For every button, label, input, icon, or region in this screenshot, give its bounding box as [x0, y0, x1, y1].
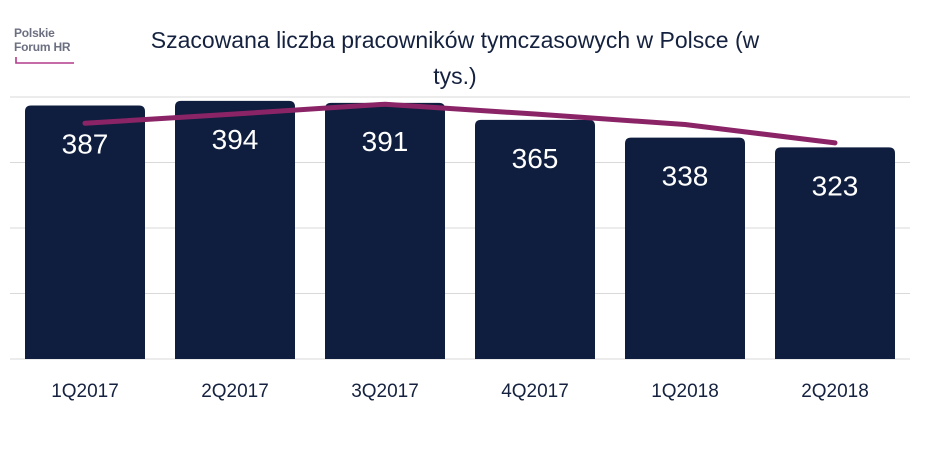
trend-line-path	[82, 101, 838, 146]
x-tick-4Q2017: 4Q2017	[501, 381, 569, 402]
logo-underline-icon	[15, 57, 74, 64]
chart-title: Szacowana liczba pracowników tymczasowyc…	[150, 27, 760, 89]
data-label-1Q2018: 338	[662, 161, 709, 192]
trend-line	[82, 101, 838, 146]
x-tick-1Q2017: 1Q2017	[51, 381, 119, 402]
data-label-2Q2018: 323	[812, 170, 859, 201]
polskie-forum-hr-logo: Polskie Forum HR	[14, 26, 84, 66]
bar-1Q2018	[625, 137, 745, 359]
bar-2Q2018	[775, 147, 895, 359]
data-label-3Q2017: 391	[362, 126, 409, 157]
x-tick-2Q2017: 2Q2017	[201, 381, 269, 402]
logo-text-line1: Polskie	[14, 26, 55, 40]
x-tick-1Q2018: 1Q2018	[651, 381, 719, 402]
x-tick-3Q2017: 3Q2017	[351, 381, 419, 402]
bars	[25, 100, 895, 360]
data-labels: 387 394 391 365 338 323	[62, 124, 859, 202]
gridlines	[10, 96, 910, 360]
data-label-1Q2017: 387	[62, 129, 109, 160]
logo-text-line2: Forum HR	[14, 40, 71, 54]
x-axis-ticks: 1Q2017 2Q2017 3Q2017 4Q2017 1Q2018 2Q2018	[51, 381, 869, 402]
bar-1Q2017	[25, 105, 145, 359]
data-label-4Q2017: 365	[512, 143, 559, 174]
data-label-2Q2017: 394	[212, 124, 259, 155]
bar-2Q2017	[175, 100, 295, 360]
x-tick-2Q2018: 2Q2018	[801, 381, 869, 402]
bar-4Q2017	[475, 119, 595, 359]
bar-3Q2017	[325, 102, 445, 360]
